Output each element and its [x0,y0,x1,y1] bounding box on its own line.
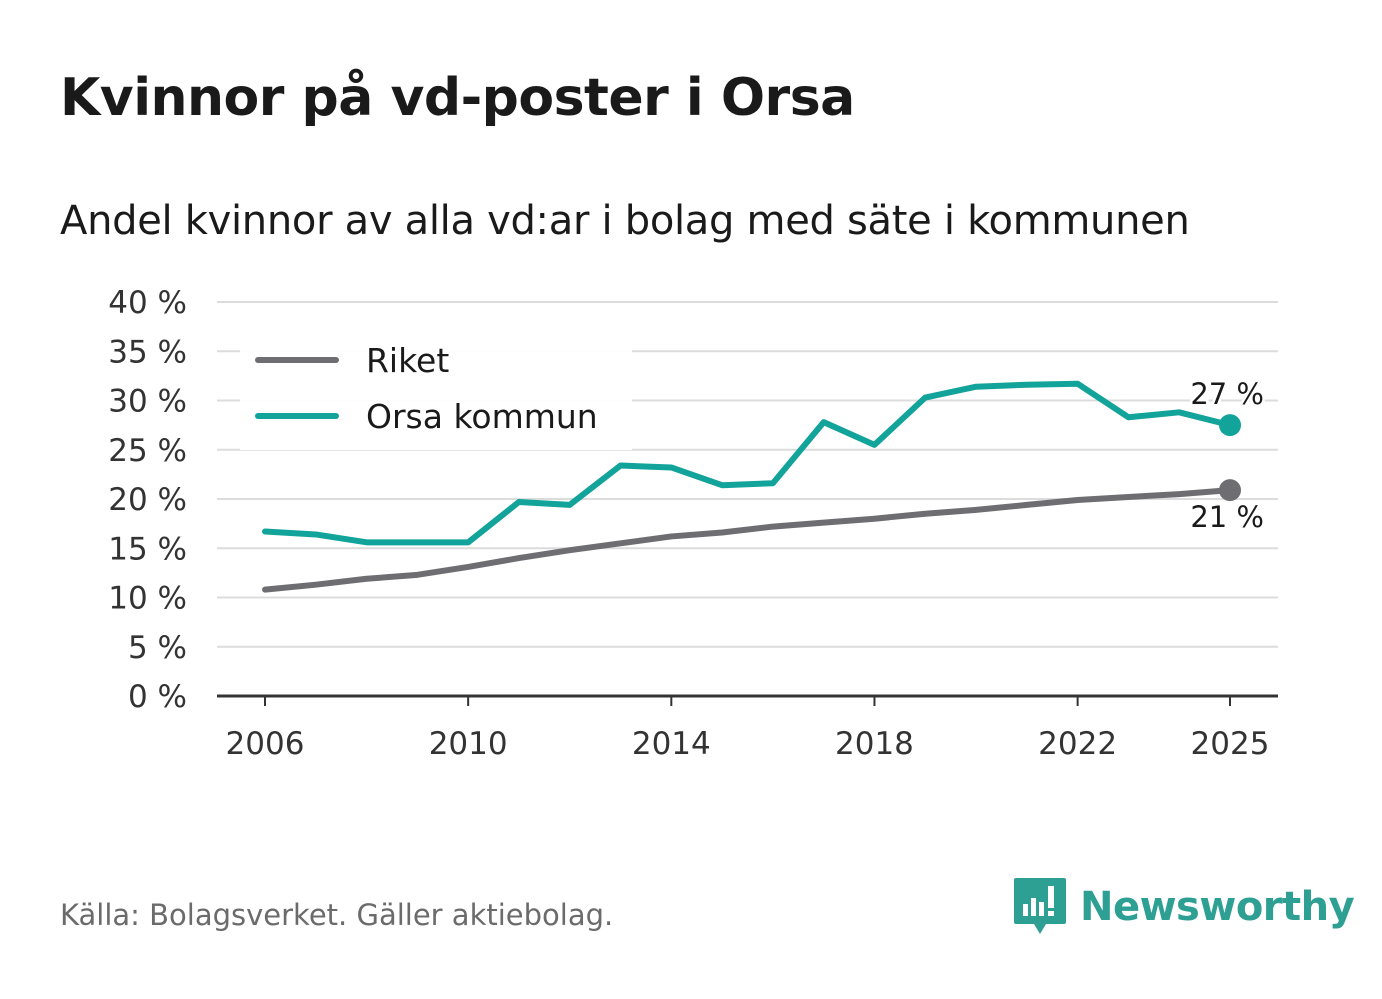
riket-end-label: 21 % [1190,500,1264,534]
x-tick-label: 2025 [1191,726,1270,762]
chart-subtitle: Andel kvinnor av alla vd:ar i bolag med … [60,198,1190,244]
y-tick-label: 10 % [108,581,187,617]
orsa-end-label: 27 % [1190,377,1264,411]
orsa-line [262,380,1233,546]
y-tick-label: 0 % [128,679,187,715]
newsworthy-logo-icon [1014,878,1066,934]
y-tick-label: 5 % [128,630,187,666]
legend-riket-label: Riket [366,341,449,380]
source-note: Källa: Bolagsverket. Gäller aktiebolag. [60,898,614,932]
x-tick-label: 2018 [835,726,914,762]
x-tick-label: 2006 [226,726,305,762]
chart-title: Kvinnor på vd-poster i Orsa [60,68,855,128]
y-tick-label: 30 % [108,384,187,420]
end-labels: 21 % 27 % [1188,375,1267,537]
riket-line [262,487,1233,593]
y-axis-ticks: 0 % 5 % 10 % 15 % 20 % 25 % 30 % 35 % 40 % [108,285,187,715]
legend-background [240,338,632,450]
legend-orsa-label: Orsa kommun [366,397,598,436]
y-tick-label: 20 % [108,482,187,518]
x-tick-label: 2010 [429,726,508,762]
y-tick-label: 40 % [108,285,187,321]
x-tick-label: 2022 [1038,726,1117,762]
brand-name: Newsworthy [1080,884,1355,930]
brand-logo: Newsworthy [1012,876,1355,938]
y-tick-label: 35 % [108,334,187,370]
y-tick-label: 25 % [108,433,187,469]
x-axis: 2006 2010 2014 2018 2022 2025 [217,694,1278,762]
y-tick-label: 15 % [108,531,187,567]
orsa-end-marker [1219,414,1241,437]
riket-end-marker [1219,479,1241,502]
legend: Riket Orsa kommun [240,338,632,450]
x-tick-label: 2014 [632,726,711,762]
series-lines [262,380,1241,593]
